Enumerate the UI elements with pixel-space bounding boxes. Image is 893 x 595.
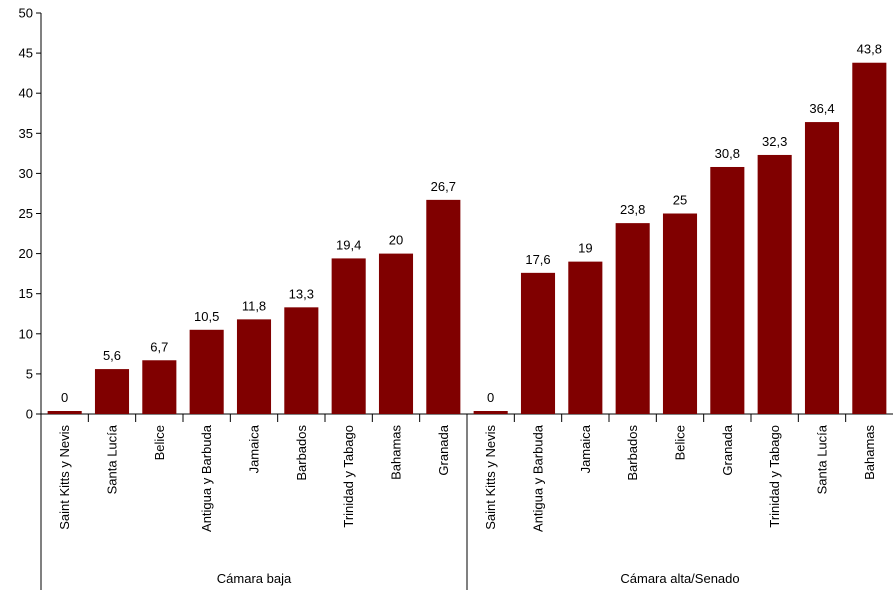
- data-label: 6,7: [150, 339, 168, 354]
- y-tick-label: 20: [19, 246, 33, 261]
- data-label: 26,7: [431, 179, 456, 194]
- category-label: Barbados: [294, 425, 309, 481]
- y-tick-label: 25: [19, 206, 33, 221]
- bar: [426, 199, 461, 414]
- bars: [47, 62, 887, 415]
- y-tick-label: 35: [19, 126, 33, 141]
- labels: 0 5 10 15 20 25 30 35 40 45 50 0 Saint Kitts y Nevis…: [19, 6, 882, 587]
- bar: [662, 213, 698, 414]
- y-tick-label: 5: [26, 366, 33, 381]
- category-label: Bahamas: [862, 425, 877, 480]
- data-label: 36,4: [809, 101, 834, 116]
- data-label: 32,3: [762, 134, 787, 149]
- data-label: 19: [578, 241, 592, 256]
- data-label: 30,8: [715, 146, 740, 161]
- bar: [710, 166, 745, 414]
- bar: [568, 261, 603, 414]
- y-tick-label: 0: [26, 407, 33, 422]
- category-label: Saint Kitts y Nevis: [483, 425, 498, 530]
- bar: [757, 154, 792, 415]
- y-tick-label: 45: [19, 46, 33, 61]
- category-label: Jamaica: [247, 424, 262, 473]
- group-label: Cámara baja: [217, 571, 292, 586]
- bar: [47, 411, 82, 414]
- axes: [36, 12, 893, 590]
- data-label: 11,8: [242, 298, 266, 313]
- category-label: Granada: [436, 424, 451, 475]
- bar: [236, 319, 272, 414]
- data-label: 0: [61, 390, 68, 405]
- category-label: Trinidad y Tabago: [767, 425, 782, 528]
- y-tick-label: 15: [19, 286, 33, 301]
- bar: [520, 272, 556, 414]
- bar: [189, 329, 224, 414]
- category-label: Santa Lucía: [815, 424, 830, 494]
- y-tick-label: 10: [19, 326, 33, 341]
- category-label: Santa Lucía: [105, 424, 120, 494]
- category-label: Barbados: [625, 425, 640, 481]
- bar: [142, 360, 177, 414]
- category-label: Saint Kitts y Nevis: [57, 425, 72, 530]
- category-label: Trinidad y Tabago: [341, 425, 356, 528]
- category-label: Antigua y Barbuda: [531, 424, 546, 532]
- data-label: 13,3: [289, 286, 314, 301]
- bar: [94, 369, 130, 414]
- bar: [852, 62, 887, 414]
- group-label: Cámara alta/Senado: [620, 571, 739, 586]
- category-label: Bahamas: [389, 425, 404, 480]
- data-label: 23,8: [620, 202, 645, 217]
- category-label: Granada: [720, 424, 735, 475]
- y-tick-label: 50: [19, 6, 33, 21]
- bar: [804, 122, 840, 415]
- data-label: 0: [487, 390, 494, 405]
- data-label: 17,6: [525, 252, 550, 267]
- bar: [378, 253, 414, 414]
- data-label: 43,8: [857, 42, 882, 57]
- data-label: 20: [389, 233, 403, 248]
- data-label: 10,5: [194, 309, 219, 324]
- y-tick-label: 30: [19, 166, 33, 181]
- category-label: Antigua y Barbuda: [199, 424, 214, 532]
- bar: [615, 223, 650, 414]
- bar: [284, 307, 319, 414]
- category-label: Belice: [673, 425, 688, 460]
- data-label: 25: [673, 193, 687, 208]
- y-tick-label: 40: [19, 86, 33, 101]
- category-label: Jamaica: [578, 424, 593, 473]
- data-label: 19,4: [336, 237, 361, 252]
- bar: [331, 258, 366, 414]
- category-label: Belice: [152, 425, 167, 460]
- bar: [473, 411, 508, 414]
- data-label: 5,6: [103, 348, 121, 363]
